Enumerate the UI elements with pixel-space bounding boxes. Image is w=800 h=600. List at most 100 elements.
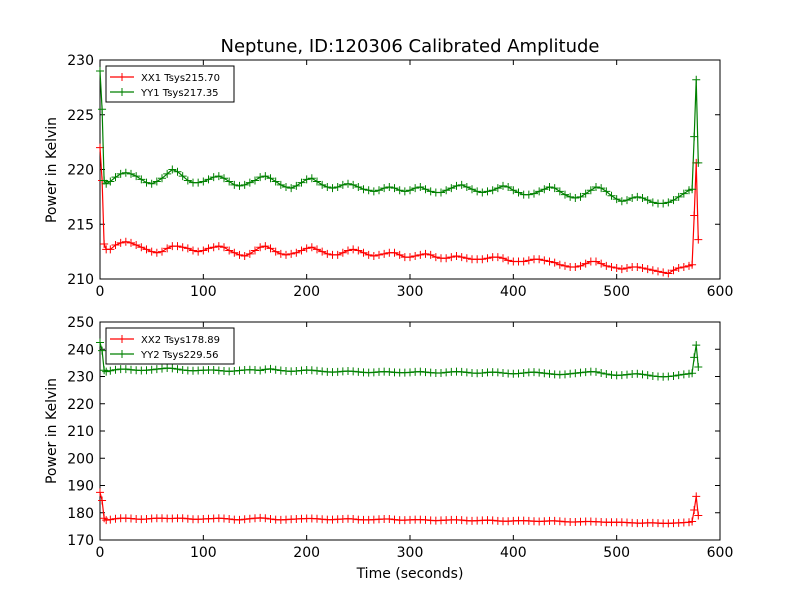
bottom-y-tick-label: 230 [67, 370, 94, 386]
top-series-1-point [127, 238, 135, 247]
bottom-series-2-point [617, 371, 626, 380]
top-series-2-point [607, 191, 616, 200]
top-series-2-point [643, 196, 652, 205]
top-series-1-point [617, 265, 626, 274]
top-series-1-point [158, 247, 166, 256]
top-series-2-point [323, 183, 332, 192]
bottom-series-1-point [225, 515, 234, 524]
top-series-1-point [204, 244, 213, 253]
top-series-2-point [142, 178, 151, 187]
top-legend-marker-1 [118, 73, 126, 81]
x-axis-label: Time (seconds) [356, 566, 464, 582]
bottom-series-2-point [147, 365, 156, 374]
top-series-1-point [571, 262, 580, 271]
bottom-series-1-point [111, 514, 120, 523]
bottom-series-2-point [648, 371, 657, 380]
top-series-1-point [561, 261, 569, 270]
top-series-1-point [271, 247, 280, 256]
bottom-x-tick-label: 200 [293, 545, 320, 561]
top-series-2-point [442, 186, 451, 195]
bottom-series-2-point [178, 365, 187, 374]
bottom-series-2-point [638, 370, 647, 379]
bottom-series-2-point [158, 364, 166, 373]
top-series-1-point [395, 250, 404, 259]
top-series-2-point [282, 183, 290, 192]
top-series-2-point [152, 177, 161, 186]
top-series-2-point [96, 66, 104, 75]
top-series-1-point [592, 257, 600, 266]
top-series-2-point [318, 180, 327, 189]
top-series-1-point [245, 249, 254, 258]
top-series-1-point [292, 248, 301, 257]
bottom-plot-area: 0 100 200 300 400 500 600 170 180 190 200 210 220 230… [67, 315, 733, 561]
top-series-2-point [199, 177, 208, 186]
bottom-series-2-point [173, 365, 182, 374]
top-series-2-point [530, 189, 538, 198]
top-series-1-point [100, 239, 109, 248]
bottom-series-2-point [261, 365, 270, 374]
top-series-2-point [328, 184, 337, 193]
top-series-1-point [256, 243, 265, 252]
top-series-1-point [390, 248, 399, 257]
bottom-series-2-point [307, 366, 316, 375]
top-series-2-point [437, 188, 445, 197]
top-series-2-point [292, 181, 301, 190]
top-legend-box [105, 65, 235, 103]
bottom-series-1-point [220, 514, 228, 523]
bottom-series-2-point [416, 367, 425, 376]
bottom-series-2-point [540, 369, 549, 378]
top-series-1-point [333, 250, 342, 259]
bottom-y-tick-label: 170 [67, 533, 94, 549]
bottom-series-2-point [692, 341, 701, 350]
bottom-series-2-point [674, 371, 683, 380]
bottom-y-tick-label: 220 [67, 397, 94, 413]
bottom-series-1-point [421, 515, 430, 524]
top-series-2-point [344, 179, 352, 188]
bottom-series-2-point [688, 369, 697, 378]
top-series-1-point [416, 250, 425, 259]
top-series-1-point [282, 250, 290, 259]
top-series-2-point [478, 188, 487, 197]
top-series-1-point [519, 257, 528, 266]
top-series-1-point [664, 269, 673, 278]
bottom-x-tick-label: 500 [603, 545, 630, 561]
top-legend-label-2: YY1 Tsys217.35 [140, 88, 219, 99]
top-series-1-point [349, 245, 358, 254]
bottom-series-1-point [488, 516, 497, 525]
top-series-1-point [688, 260, 697, 269]
top-series-2-point [545, 183, 554, 192]
bottom-legend: XX2 Tsys178.89 YY2 Tsys229.56 [105, 327, 235, 365]
top-series-2-point [692, 75, 701, 84]
bottom-x-tick-label: 400 [500, 545, 527, 561]
bottom-series-1-point [313, 514, 321, 523]
top-series-1-point [597, 259, 606, 268]
top-series-2-point [638, 193, 647, 202]
top-series-1-point [142, 245, 151, 254]
top-series-1-point [235, 250, 244, 259]
top-series-2-point [245, 178, 254, 187]
top-series-2-point [116, 169, 125, 178]
bottom-series-2-point [102, 367, 111, 376]
top-series-1-point [137, 243, 146, 252]
bottom-y-tick-label: 200 [67, 451, 94, 467]
top-series-1-point [524, 256, 533, 265]
top-series-2-point [158, 174, 166, 183]
top-series-2-point [602, 187, 611, 196]
top-series-1 [96, 143, 703, 278]
top-series-2-point [137, 175, 146, 184]
top-series-2-point [617, 197, 626, 206]
bottom-series-2-point [442, 368, 451, 377]
bottom-legend-label-2: YY2 Tsys229.56 [140, 350, 219, 361]
top-series-2-point [375, 186, 383, 195]
top-series-2-point [313, 177, 321, 186]
top-series-2-point [102, 179, 111, 188]
top-series-2-point [209, 173, 218, 182]
bottom-series-2-point [251, 365, 259, 374]
bottom-y-axis-label: Power in Kelvin [44, 378, 60, 484]
top-series-2-point [395, 186, 404, 195]
top-series-2-point [173, 167, 182, 176]
top-series-2-point [633, 192, 642, 201]
bottom-series-2-point [535, 368, 544, 377]
top-series-1-point [612, 264, 621, 273]
